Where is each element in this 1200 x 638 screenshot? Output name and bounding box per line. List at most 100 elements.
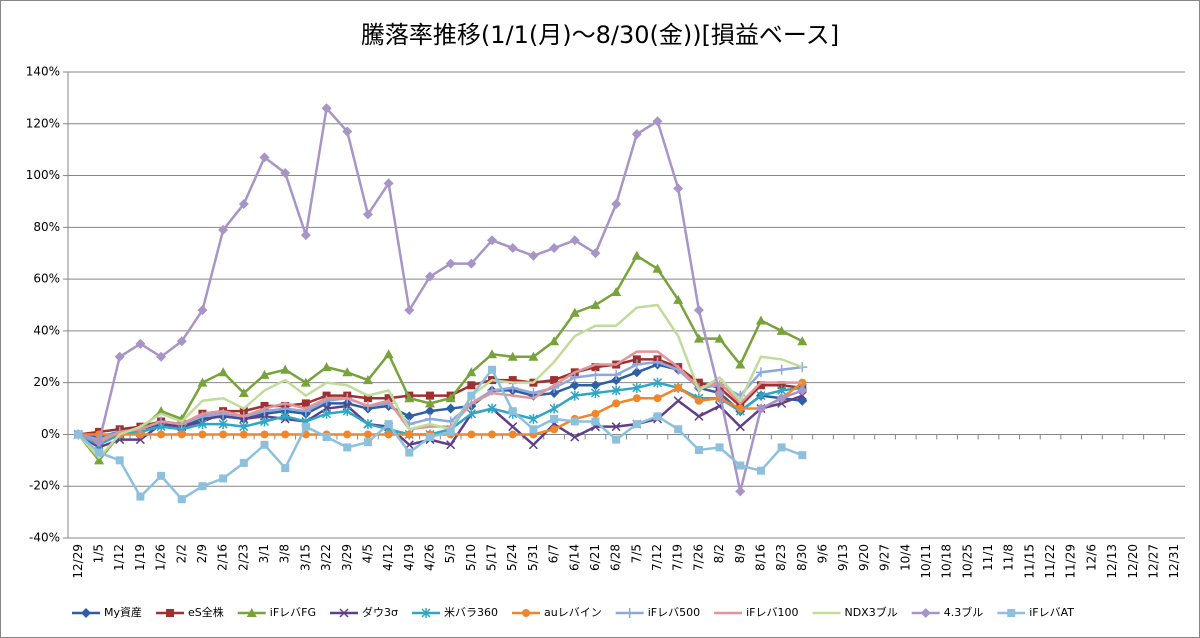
marker (549, 243, 560, 254)
x-tick-label: 10/11 (919, 544, 933, 579)
marker (549, 388, 560, 399)
marker (405, 448, 414, 457)
marker (467, 391, 476, 400)
marker (342, 367, 353, 377)
marker (528, 250, 539, 261)
marker (611, 375, 622, 386)
marker (776, 325, 787, 335)
x-tick-label: 1/5 (92, 544, 106, 563)
marker (239, 430, 248, 439)
marker (528, 413, 538, 424)
marker (219, 474, 228, 483)
marker (404, 411, 415, 422)
x-tick-label: 5/3 (443, 544, 457, 563)
marker (197, 305, 208, 316)
marker (260, 440, 269, 449)
marker (507, 382, 518, 393)
y-tick-label: 80% (33, 220, 60, 234)
marker (612, 435, 621, 444)
marker (421, 608, 431, 618)
marker (632, 382, 642, 393)
marker (424, 406, 435, 417)
marker (693, 305, 704, 316)
y-tick-label: 40% (33, 323, 60, 337)
x-tick-label: 4/26 (422, 544, 436, 571)
marker (384, 420, 393, 429)
marker (508, 430, 517, 439)
marker (652, 377, 663, 388)
x-tick-label: 6/28 (609, 544, 623, 571)
marker (611, 422, 621, 432)
marker (735, 422, 745, 432)
marker (383, 349, 394, 359)
marker (735, 359, 746, 369)
marker (114, 351, 125, 362)
x-tick-label: 12/20 (1126, 544, 1140, 579)
x-tick-label: 10/4 (898, 544, 912, 571)
marker (424, 271, 435, 282)
marker (383, 178, 394, 189)
legend-label: iFレバ500 (648, 606, 700, 619)
marker (570, 432, 580, 442)
legend-label: auレバイン (544, 606, 602, 619)
marker (445, 393, 456, 403)
marker (260, 401, 269, 410)
marker (756, 466, 765, 475)
marker (157, 471, 166, 480)
marker (632, 420, 641, 429)
marker (693, 333, 704, 343)
marker (920, 608, 931, 618)
x-tick-label: 10/25 (960, 544, 974, 579)
marker (425, 391, 434, 400)
marker (281, 464, 290, 473)
x-tick-label: 4/19 (402, 544, 416, 571)
marker (343, 430, 352, 439)
x-tick-label: 7/5 (629, 544, 643, 563)
x-tick-label: 6/7 (547, 544, 561, 563)
x-tick-label: 12/27 (1146, 544, 1160, 579)
marker (569, 372, 580, 383)
marker (445, 403, 456, 414)
marker (218, 224, 229, 235)
marker (280, 403, 291, 414)
marker (218, 367, 229, 377)
x-tick-label: 2/9 (195, 544, 209, 563)
marker (136, 492, 145, 501)
marker (157, 430, 166, 439)
marker (166, 609, 175, 617)
marker (198, 430, 207, 439)
marker (488, 365, 497, 374)
legend-label: eS全株 (188, 605, 224, 619)
x-tick-label: 11/29 (1064, 544, 1078, 579)
marker (239, 421, 249, 432)
marker (508, 422, 518, 432)
marker (81, 608, 91, 618)
marker (755, 315, 766, 325)
marker (466, 408, 476, 419)
x-tick-label: 8/2 (712, 544, 726, 563)
marker (487, 349, 498, 359)
marker (487, 235, 498, 246)
y-tick-label: 20% (33, 375, 60, 389)
marker (756, 381, 765, 390)
marker (755, 403, 766, 414)
series-line (77, 106, 803, 493)
marker (95, 448, 104, 457)
legend: My資産 eS全株 iFレバFG ダウ3σ 米バラ360 auレバイン iFレバ500 iFレ… (72, 605, 1074, 619)
marker (590, 248, 601, 259)
marker (404, 393, 415, 403)
marker (301, 399, 310, 408)
x-tick-label: 11/8 (1002, 544, 1016, 571)
marker (736, 461, 745, 470)
x-tick-label: 3/1 (257, 544, 271, 563)
marker (570, 417, 579, 426)
marker (94, 455, 105, 465)
marker (714, 388, 725, 399)
marker (549, 336, 560, 346)
marker (424, 398, 435, 408)
marker (797, 391, 807, 401)
marker (136, 430, 145, 439)
x-tick-label: 12/6 (1084, 544, 1098, 571)
marker (135, 338, 146, 349)
